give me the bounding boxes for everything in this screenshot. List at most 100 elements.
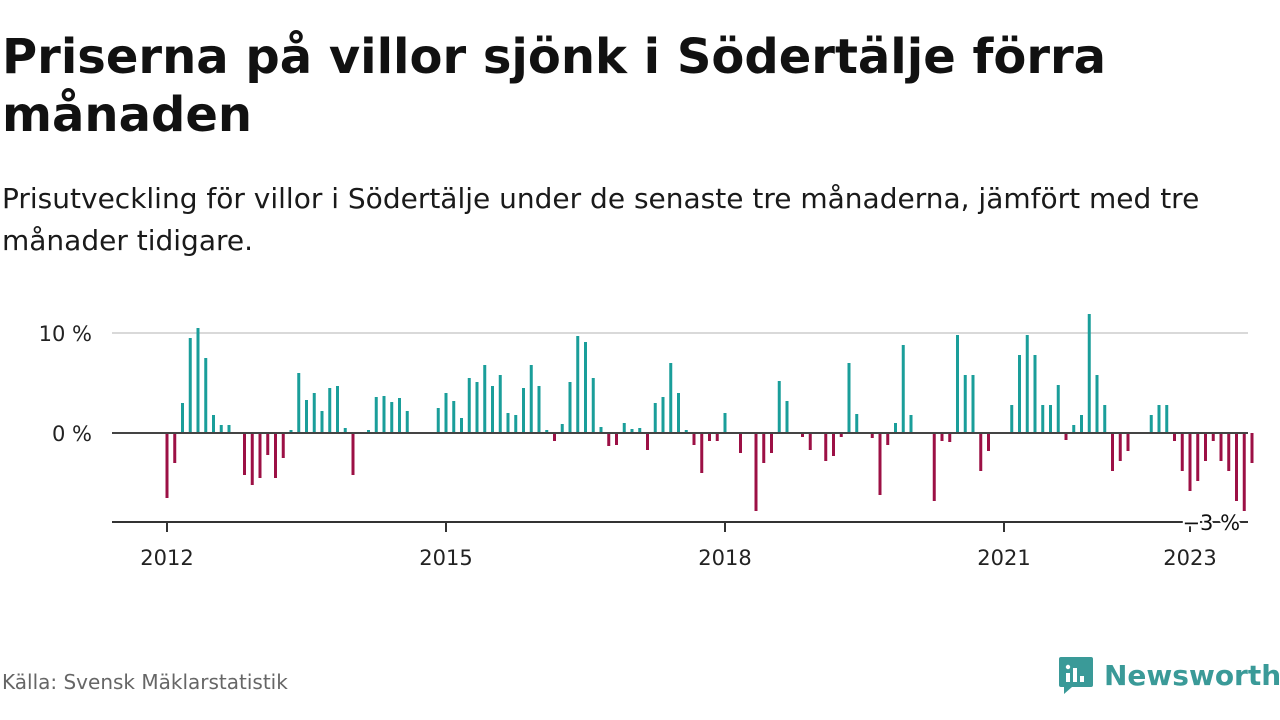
bar — [754, 433, 758, 511]
bar — [1018, 355, 1021, 433]
bar — [1056, 385, 1060, 433]
bar — [1080, 415, 1083, 433]
bar — [219, 425, 223, 433]
bar — [677, 393, 680, 433]
bar — [522, 388, 525, 433]
x-tick-label: 2015 — [419, 546, 472, 570]
bar — [932, 433, 936, 501]
bar — [537, 386, 541, 433]
bar — [553, 433, 556, 441]
bar — [390, 402, 394, 433]
bar — [987, 433, 990, 451]
bar — [770, 433, 773, 453]
bar — [646, 433, 649, 450]
bar — [1157, 405, 1161, 433]
x-tick-label: 2021 — [977, 546, 1030, 570]
bar — [870, 433, 874, 438]
bar — [894, 423, 897, 433]
bar — [700, 433, 704, 473]
bar — [460, 418, 463, 433]
bar — [878, 433, 882, 495]
bar — [832, 433, 835, 456]
bar — [1095, 375, 1099, 433]
bar — [1087, 314, 1091, 433]
bar — [684, 430, 688, 433]
bar — [739, 433, 742, 453]
bar — [491, 386, 494, 433]
brand-logo: Newsworthy — [1058, 653, 1280, 697]
bar — [847, 363, 851, 433]
bar — [343, 428, 347, 433]
newsworthy-logo-icon — [1059, 657, 1093, 694]
bar — [1103, 405, 1107, 433]
bar — [1010, 405, 1014, 433]
bar — [289, 430, 293, 433]
bar — [708, 433, 711, 441]
bar — [436, 408, 440, 433]
bar — [576, 336, 580, 433]
bar — [1227, 433, 1231, 471]
bar — [615, 433, 618, 445]
bar — [1219, 433, 1223, 461]
bar — [963, 375, 967, 433]
bar — [948, 433, 952, 442]
bar — [777, 381, 781, 433]
bar — [243, 433, 246, 475]
bar — [599, 427, 603, 433]
bar — [630, 429, 634, 433]
bar — [692, 433, 696, 445]
bar — [940, 433, 944, 441]
bar — [545, 430, 549, 433]
bar — [529, 365, 533, 433]
bar — [855, 414, 859, 433]
bar — [1188, 433, 1192, 491]
page-title: Priserna på villor sjönk i Södertälje fö… — [2, 29, 1107, 143]
bar — [824, 433, 828, 461]
bar — [173, 433, 177, 463]
bar — [1165, 405, 1169, 433]
bar — [165, 433, 169, 498]
bar — [312, 393, 316, 433]
bar — [506, 413, 510, 433]
bar — [1204, 433, 1207, 461]
bar — [638, 428, 642, 433]
bar — [653, 403, 657, 433]
bar — [1149, 415, 1153, 433]
bar — [444, 393, 448, 433]
bar — [607, 433, 611, 446]
x-tick-label: 2012 — [140, 546, 193, 570]
bar — [1041, 405, 1045, 433]
bar — [467, 378, 471, 433]
bar — [1111, 433, 1114, 471]
bar — [762, 433, 766, 463]
bar — [1173, 433, 1176, 441]
bar — [839, 433, 843, 437]
bar — [250, 433, 254, 485]
bar — [452, 401, 456, 433]
bar — [297, 373, 301, 433]
bar — [560, 424, 564, 433]
bar — [258, 433, 262, 478]
bar — [405, 411, 409, 433]
page-subtitle: Prisutveckling för villor i Södertälje u… — [2, 182, 1200, 257]
bar — [475, 382, 479, 433]
last-value-label: −3 % — [1182, 511, 1240, 535]
bar — [801, 433, 804, 437]
y-tick-labels: 0 % 10 % — [39, 322, 92, 446]
bar — [808, 433, 812, 450]
bar — [1211, 433, 1215, 441]
bar — [979, 433, 983, 471]
bar — [212, 415, 215, 433]
bar — [281, 433, 285, 458]
bar — [266, 433, 270, 455]
bar — [305, 400, 308, 433]
bar — [1064, 433, 1068, 440]
bar — [351, 433, 355, 475]
x-ticks: 2012 2015 2018 2021 2023 — [140, 522, 1217, 570]
bar — [1025, 335, 1029, 433]
bar — [188, 338, 192, 433]
bar — [568, 382, 572, 433]
bar — [1049, 405, 1052, 433]
bar — [622, 423, 626, 433]
bar — [1235, 433, 1238, 501]
